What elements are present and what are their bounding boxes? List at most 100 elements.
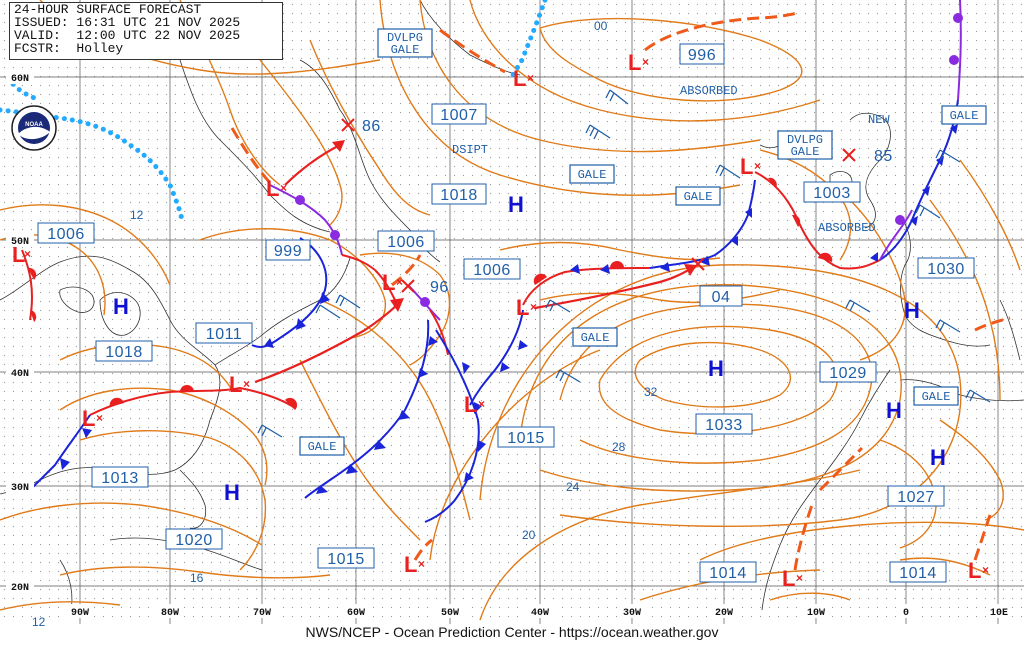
svg-text:L: L <box>404 552 417 577</box>
pressure-label: 04 <box>699 285 743 307</box>
svg-text:28: 28 <box>612 440 626 454</box>
svg-text:L: L <box>12 242 25 267</box>
issued-time: ISSUED: 16:31 UTC 21 NOV 2025 <box>14 15 241 30</box>
low-center: L× <box>782 566 803 591</box>
low-center: L× <box>968 558 989 583</box>
svg-text:L: L <box>968 558 981 583</box>
pressure-label: 999 <box>265 239 311 261</box>
svg-text:80W: 80W <box>161 608 179 619</box>
low-value: 85 <box>874 148 893 165</box>
svg-text:DVLPG: DVLPG <box>387 31 423 45</box>
svg-text:1014: 1014 <box>709 565 747 582</box>
pressure-label: 1020 <box>165 528 223 550</box>
valid-time: VALID: 12:00 UTC 22 NOV 2025 <box>14 28 241 43</box>
high-center: H <box>508 192 524 217</box>
svg-text:×: × <box>280 181 287 195</box>
svg-text:20N: 20N <box>11 583 29 594</box>
svg-text:1006: 1006 <box>47 226 85 243</box>
svg-text:10W: 10W <box>807 608 825 619</box>
svg-text:GALE: GALE <box>578 168 607 182</box>
svg-text:L: L <box>229 372 242 397</box>
svg-text:00: 00 <box>594 19 608 33</box>
low-value: 86 <box>362 118 381 135</box>
svg-text:1003: 1003 <box>813 185 851 202</box>
svg-text:1030: 1030 <box>927 261 965 278</box>
pressure-label: 1007 <box>431 103 487 125</box>
svg-text:GALE: GALE <box>791 145 820 159</box>
pressure-label: 1018 <box>431 183 487 205</box>
pressure-label: 996 <box>679 43 725 65</box>
high-center: H <box>904 298 920 323</box>
svg-text:×: × <box>96 411 103 425</box>
noaa-logo: NOAA <box>11 105 57 151</box>
svg-text:04: 04 <box>712 289 731 306</box>
lat-lon-grid <box>0 0 1024 624</box>
troughs <box>230 10 1011 571</box>
svg-text:GALE: GALE <box>922 390 951 404</box>
low-center: L× <box>513 66 534 91</box>
footer-credit: NWS/NCEP - Ocean Prediction Center - htt… <box>305 624 719 640</box>
isobars <box>0 0 1024 621</box>
low-center: L× <box>464 392 485 417</box>
svg-text:24: 24 <box>566 480 580 494</box>
pressure-label: 1011 <box>195 322 253 344</box>
svg-text:1007: 1007 <box>440 107 478 124</box>
svg-text:×: × <box>478 397 485 411</box>
high-center: H <box>113 294 129 319</box>
svg-text:0: 0 <box>903 608 909 619</box>
low-centers: L × L × L × L × L× L × L × L × L × L × L × L × L × <box>12 50 989 591</box>
pressure-label: 1014 <box>889 561 947 583</box>
svg-text:L: L <box>740 154 753 179</box>
gale-tag: GALE <box>572 327 618 347</box>
high-centers: H H H H H H H <box>113 192 946 505</box>
svg-text:1013: 1013 <box>101 470 139 487</box>
low-value: 96 <box>430 279 449 296</box>
svg-text:×: × <box>24 247 31 261</box>
svg-text:1018: 1018 <box>440 187 478 204</box>
svg-text:1015: 1015 <box>507 430 545 447</box>
pressure-label: 1030 <box>917 257 975 279</box>
svg-text:1015: 1015 <box>327 551 365 568</box>
high-center: H <box>708 356 724 381</box>
chart-info-box: 24-HOUR SURFACE FORECAST ISSUED: 16:31 U… <box>9 2 283 60</box>
svg-text:×: × <box>642 55 649 69</box>
svg-text:L: L <box>516 295 529 320</box>
gale-tag: GALE <box>913 386 959 406</box>
fronts <box>21 0 962 523</box>
svg-text:999: 999 <box>274 243 302 260</box>
svg-text:12: 12 <box>32 615 46 629</box>
dvlpg-gale-tag: DVLPG GALE <box>777 130 833 160</box>
high-center: H <box>930 445 946 470</box>
warning-tags: DVLPG GALE DVLPG GALE GALE GALE GALE GAL… <box>299 28 987 456</box>
svg-text:GALE: GALE <box>581 331 610 345</box>
wind-barbs <box>257 89 991 438</box>
svg-text:10E: 10E <box>990 608 1008 619</box>
high-center: H <box>224 480 240 505</box>
svg-text:1011: 1011 <box>206 326 242 343</box>
svg-text:16: 16 <box>190 571 204 585</box>
svg-text:×: × <box>527 71 534 85</box>
svg-text:12: 12 <box>130 208 144 222</box>
low-forecast-positions: 86 96 85 <box>341 118 893 296</box>
svg-text:L: L <box>513 66 526 91</box>
gale-tag: GALE <box>941 105 987 125</box>
svg-text:40W: 40W <box>531 608 549 619</box>
svg-text:L: L <box>82 406 95 431</box>
svg-text:L: L <box>782 566 795 591</box>
high-center: H <box>886 398 902 423</box>
absorbed-note: ABSORBED <box>818 221 876 235</box>
low-center: L× <box>382 270 403 295</box>
svg-text:×: × <box>243 377 250 391</box>
svg-text:60W: 60W <box>347 608 365 619</box>
svg-text:1006: 1006 <box>387 234 425 251</box>
svg-text:1027: 1027 <box>897 489 935 506</box>
low-center: L× <box>82 406 103 431</box>
svg-text:GALE: GALE <box>684 190 713 204</box>
low-center: L× <box>516 295 537 320</box>
dvlpg-gale-tag: DVLPG GALE <box>377 28 433 58</box>
absorbed-note: ABSORBED <box>680 84 738 98</box>
pressure-label: 1033 <box>695 413 753 435</box>
pressure-label: 1014 <box>699 561 757 583</box>
svg-text:×: × <box>530 300 537 314</box>
svg-text:50N: 50N <box>11 237 29 248</box>
